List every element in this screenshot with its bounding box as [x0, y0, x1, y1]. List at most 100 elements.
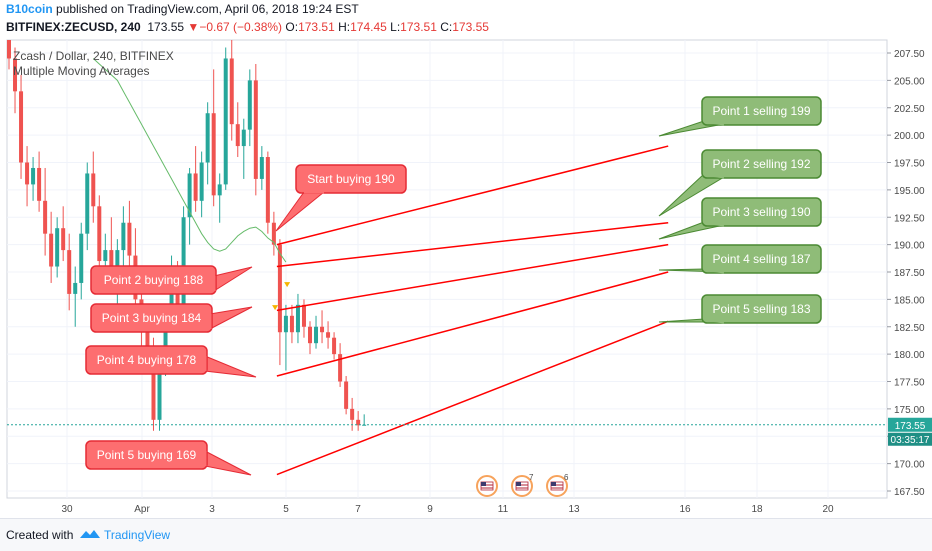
candle-body: [193, 173, 198, 201]
candle-body: [49, 233, 54, 267]
x-tick-label: 3: [209, 504, 215, 515]
candle-body: [13, 58, 18, 92]
candle-body: [326, 332, 331, 338]
callout-pointer-join: [703, 317, 725, 324]
candle-body: [350, 408, 355, 420]
low-value: 173.51: [400, 20, 437, 34]
candle-body: [163, 315, 168, 366]
candle-body: [356, 419, 361, 426]
open-value: 173.51: [298, 20, 335, 34]
callout-box[interactable]: [295, 164, 407, 194]
callout-box[interactable]: [701, 96, 822, 126]
high-label: H:: [338, 20, 351, 34]
countdown-tag: [888, 432, 932, 446]
callout-label: Start buying 190: [307, 172, 395, 186]
y-tick-label: 187.50: [894, 268, 925, 279]
last-price: 173.55: [147, 20, 185, 34]
callout-label: Point 5 selling 183: [712, 302, 810, 316]
trend-line[interactable]: [276, 221, 669, 268]
candle-body: [199, 162, 204, 201]
candle-body: [332, 337, 337, 355]
callout-pointer-join: [703, 172, 725, 179]
header-bar: B10coin published on TradingView.com, Ap…: [0, 0, 932, 40]
callout-box[interactable]: [90, 303, 213, 333]
x-tick-label: 7: [355, 504, 361, 515]
candle-body: [109, 250, 114, 278]
moving-average-line: [92, 58, 287, 263]
symbol-label[interactable]: BITFINEX:ZECUSD, 240: [6, 20, 141, 34]
callout-pointer-join: [703, 267, 725, 274]
callout-box[interactable]: [701, 197, 822, 227]
candle-body: [253, 80, 258, 179]
y-tick-label: 197.50: [894, 159, 925, 170]
callout-label: Point 3 selling 190: [712, 205, 810, 219]
signal-marker-icon: [272, 305, 279, 311]
candle-body: [271, 222, 276, 245]
candle-body: [247, 80, 252, 130]
candle-body: [7, 40, 11, 59]
y-tick-label: 167.50: [894, 487, 925, 498]
close-label: C:: [440, 20, 453, 34]
y-tick-label: 182.50: [894, 323, 925, 334]
x-tick-label: Apr: [134, 504, 150, 515]
candle-body: [283, 315, 288, 333]
candle-body: [25, 162, 30, 185]
candle-body: [205, 113, 210, 163]
flag-canton: [516, 482, 521, 486]
candle-body: [229, 58, 234, 125]
candle-body: [241, 129, 246, 147]
trend-line[interactable]: [276, 243, 669, 312]
down-arrow-icon: ▼: [187, 20, 200, 34]
callout-label: Point 4 selling 187: [712, 252, 810, 266]
signal-marker-icon: [284, 282, 291, 288]
footer-bar: Created with TradingView: [0, 518, 932, 551]
trend-line[interactable]: [276, 320, 669, 476]
published-text: published on TradingView.com, April 06, …: [52, 2, 359, 16]
low-label: L:: [390, 20, 401, 34]
created-with-label: Created with: [6, 528, 74, 542]
callout-box[interactable]: [701, 294, 822, 324]
open-label: O:: [285, 20, 299, 34]
callout-box[interactable]: [701, 244, 822, 274]
x-tick-label: 13: [568, 504, 580, 515]
trend-line[interactable]: [276, 145, 669, 246]
callout-label: Point 2 selling 192: [712, 157, 810, 171]
candle-body: [308, 326, 312, 344]
candle-body: [91, 173, 96, 207]
countdown-tag-label: 03:35:17: [891, 435, 930, 446]
callout-label: Point 2 buying 188: [104, 273, 204, 287]
y-tick-label: 205.00: [894, 76, 925, 87]
tradingview-link[interactable]: TradingView: [104, 528, 171, 542]
x-tick-label: 16: [679, 504, 691, 515]
y-tick-label: 170.00: [894, 460, 925, 471]
flag-canton: [551, 482, 556, 486]
y-tick-label: 190.00: [894, 241, 925, 252]
x-tick-label: 30: [61, 504, 73, 515]
y-tick-label: 185.00: [894, 295, 925, 306]
y-tick-label: 192.50: [894, 213, 925, 224]
author-link[interactable]: B10coin: [6, 2, 53, 16]
candle-body: [151, 359, 156, 420]
y-tick-label: 180.00: [894, 350, 925, 361]
candle-body: [289, 315, 294, 333]
callout-box[interactable]: [85, 345, 208, 375]
callout-box[interactable]: [85, 440, 208, 470]
callout-pointer-join: [703, 220, 725, 227]
tradingview-logo-icon: [80, 530, 100, 538]
callout-label: Point 4 buying 178: [97, 353, 197, 367]
high-value: 174.45: [350, 20, 387, 34]
y-tick-label: 202.50: [894, 104, 925, 115]
y-tick-label: 175.00: [894, 405, 925, 416]
candle-body: [277, 244, 282, 333]
callout-box[interactable]: [90, 265, 217, 295]
event-count: 7: [529, 473, 534, 482]
callout-box[interactable]: [701, 149, 822, 179]
candle-body: [157, 365, 162, 420]
trend-line[interactable]: [276, 271, 669, 377]
y-tick-label: 200.00: [894, 131, 925, 142]
candle-body: [187, 173, 192, 218]
candle-body: [115, 250, 120, 278]
callout-label: Point 3 buying 184: [102, 311, 202, 325]
candle-body: [211, 113, 216, 196]
